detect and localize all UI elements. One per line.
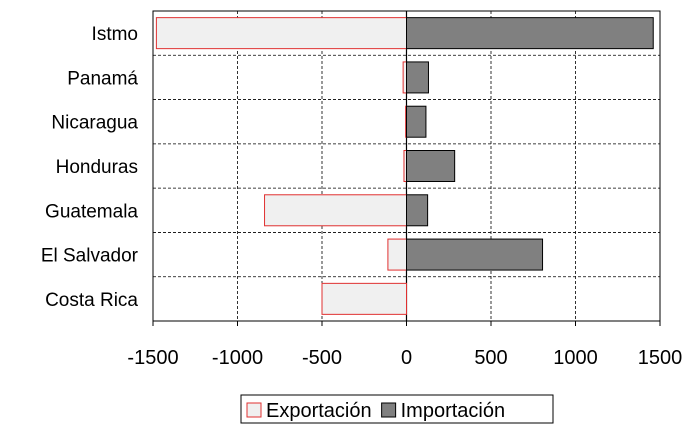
bar-exportacion [264, 194, 408, 227]
category-label: Guatemala [45, 201, 138, 222]
bar-importacion [406, 238, 544, 271]
legend-swatch [381, 402, 397, 418]
legend-swatch [246, 402, 262, 418]
x-tick-label: 1500 [638, 347, 683, 369]
bar-importacion [406, 105, 427, 138]
legend-box [240, 394, 554, 424]
bar-exportacion [155, 17, 407, 50]
legend: Exportación Importación [240, 394, 554, 424]
bar-importacion [406, 150, 456, 182]
category-labels: Istmo Panamá Nicaragua Honduras Guatemala El … [41, 24, 139, 311]
category-label: Nicaragua [51, 113, 138, 134]
legend-label: Importación [401, 400, 506, 422]
bar-importacion [406, 194, 429, 227]
x-tick-label: -1000 [212, 347, 263, 369]
x-tick-label: 0 [401, 347, 412, 369]
category-label: Panamá [67, 68, 138, 89]
bar-exportacion [321, 282, 407, 315]
x-tick-label: -1500 [127, 347, 178, 369]
bar-exportacion [387, 238, 408, 271]
legend-label: Exportación [266, 400, 372, 422]
x-tick-labels: -1500 -1000 -500 0 500 1000 1500 [127, 321, 682, 369]
x-tick-label: 1000 [553, 347, 598, 369]
category-label: Istmo [92, 24, 138, 45]
bar-exportacion [402, 61, 407, 94]
bar-importacion [406, 17, 654, 50]
bars [155, 17, 654, 315]
category-label: El Salvador [41, 246, 139, 267]
category-label: Honduras [56, 157, 138, 178]
x-tick-label: 500 [474, 347, 507, 369]
bar-importacion [406, 61, 429, 94]
category-label: Costa Rica [45, 290, 138, 311]
x-tick-label: -500 [302, 347, 342, 369]
